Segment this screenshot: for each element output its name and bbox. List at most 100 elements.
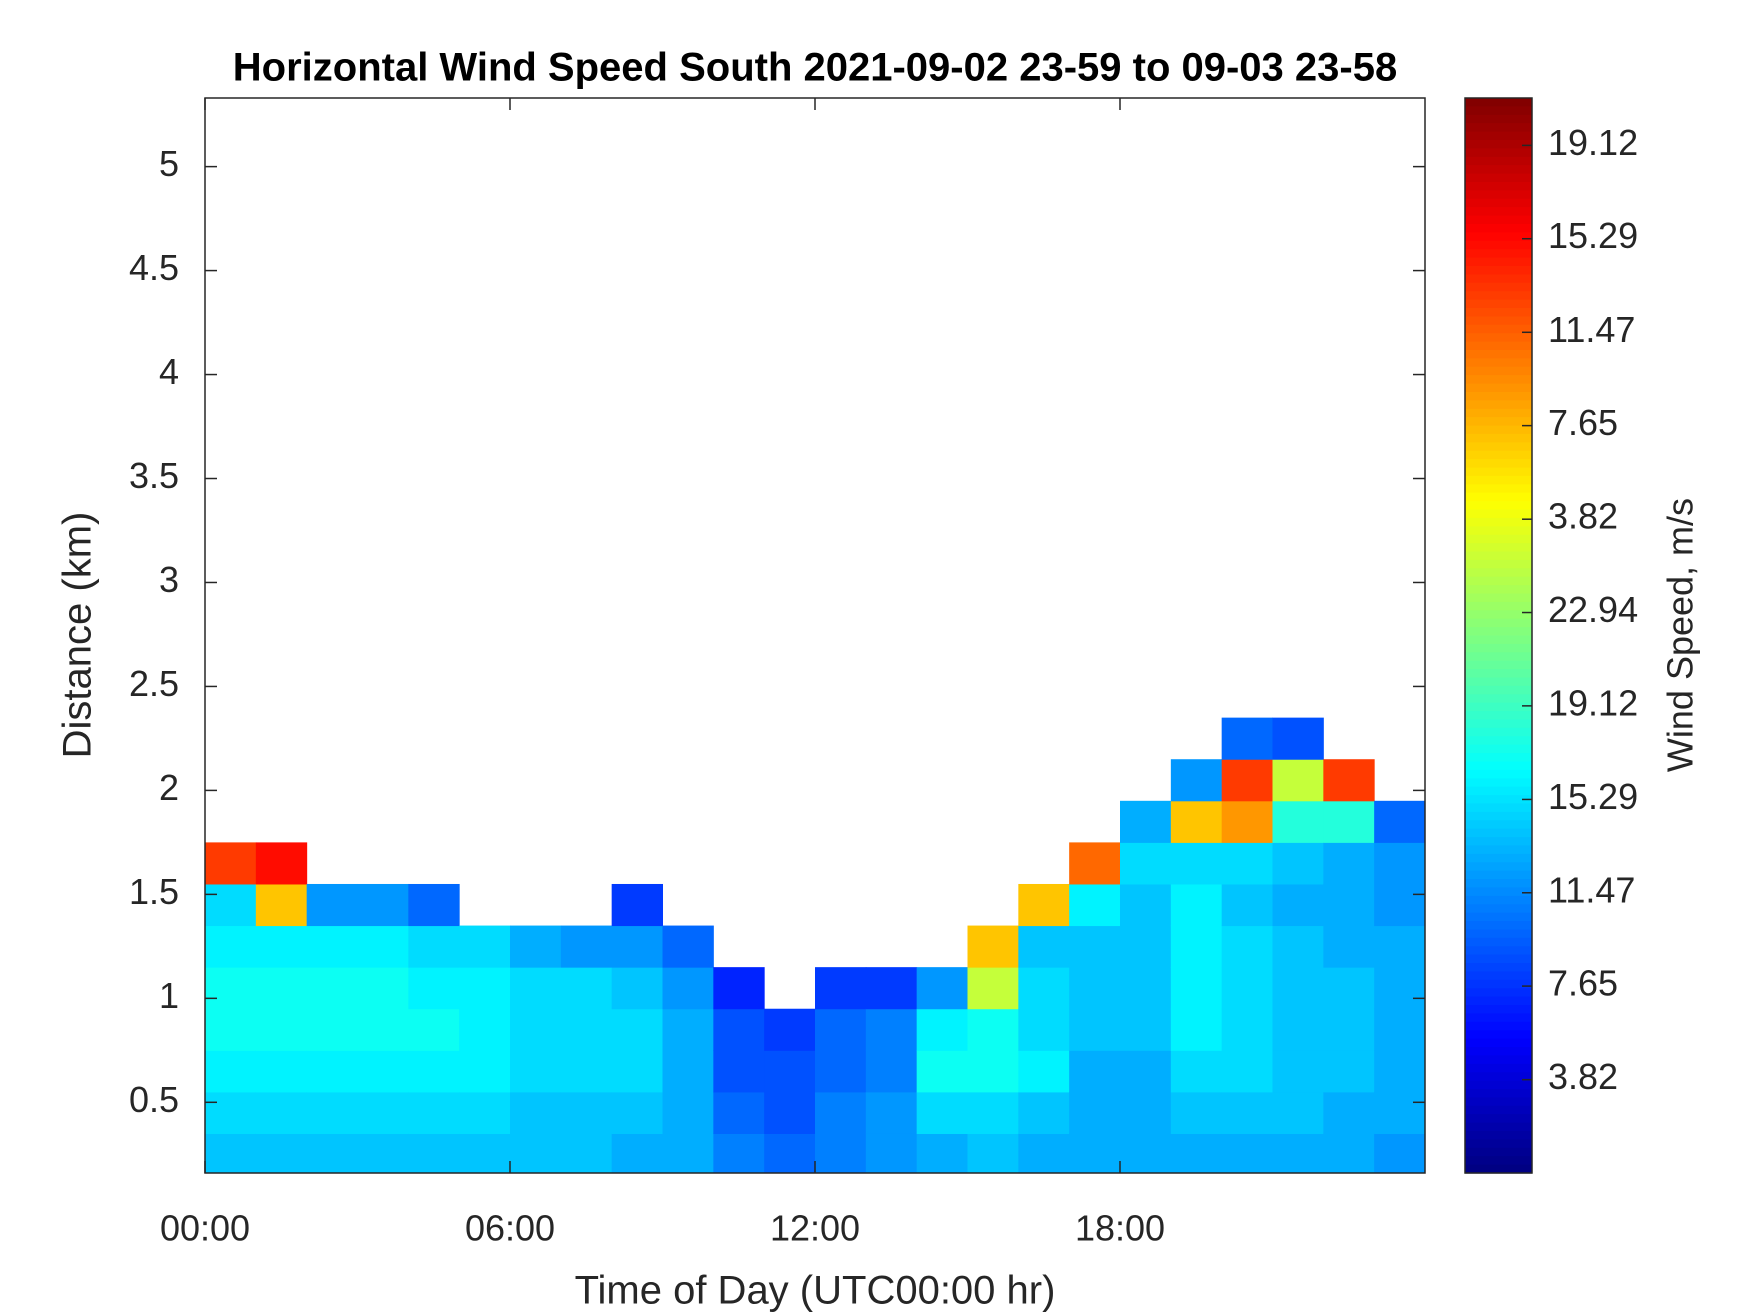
colorbar-swatch xyxy=(1465,123,1532,133)
heatmap-cell xyxy=(205,1133,257,1173)
y-tick-label: 1 xyxy=(159,975,179,1016)
colorbar-swatch xyxy=(1465,610,1532,620)
colorbar-swatch xyxy=(1465,786,1532,796)
heatmap-cell xyxy=(1374,883,1425,927)
colorbar-swatch xyxy=(1465,400,1532,410)
heatmap-cell xyxy=(510,1133,562,1173)
heatmap-cell xyxy=(764,1008,816,1051)
y-tick-label: 2 xyxy=(159,767,179,808)
colorbar-swatch xyxy=(1465,585,1532,595)
colorbar-swatch xyxy=(1465,349,1532,359)
colorbar-swatch xyxy=(1465,1105,1532,1115)
colorbar-swatch xyxy=(1465,383,1532,393)
heatmap-cell xyxy=(357,1050,409,1093)
colorbar-swatch xyxy=(1465,467,1532,477)
heatmap-cell xyxy=(510,1050,562,1093)
heatmap-cell xyxy=(967,1008,1019,1051)
colorbar-tick-label: 11.47 xyxy=(1548,869,1635,910)
heatmap-cell xyxy=(408,925,460,968)
heatmap-cell xyxy=(306,1050,358,1093)
colorbar-swatch xyxy=(1465,795,1532,805)
heatmap-cell xyxy=(713,1050,765,1093)
colorbar-swatch xyxy=(1465,223,1532,233)
heatmap-cell xyxy=(764,1133,816,1173)
heatmap-cell xyxy=(1069,842,1121,885)
heatmap-cell xyxy=(1120,925,1172,968)
heatmap-cell xyxy=(459,1050,511,1093)
heatmap-cell xyxy=(1374,925,1425,968)
y-tick-label: 2.5 xyxy=(129,663,179,704)
colorbar-swatch xyxy=(1465,702,1532,712)
heatmap-cell xyxy=(916,1133,968,1173)
heatmap-cell xyxy=(1272,1050,1324,1093)
colorbar-swatch xyxy=(1465,1097,1532,1107)
x-tick-label: 12:00 xyxy=(770,1208,860,1249)
colorbar-swatch xyxy=(1465,450,1532,460)
colorbar-swatch xyxy=(1465,333,1532,343)
colorbar-swatch xyxy=(1465,1072,1532,1082)
heatmap-cell xyxy=(713,1133,765,1173)
heatmap-cell xyxy=(1069,1091,1121,1134)
heatmap-cell xyxy=(1170,800,1223,843)
chart-title: Horizontal Wind Speed South 2021-09-02 2… xyxy=(233,46,1397,90)
heatmap-cell xyxy=(713,1008,765,1051)
heatmap-cell xyxy=(1323,842,1375,885)
colorbar-tick-label: 15.29 xyxy=(1548,215,1638,256)
heatmap-cell xyxy=(205,842,257,885)
heatmap-cell xyxy=(1272,1008,1324,1051)
colorbar-swatch xyxy=(1465,307,1532,317)
colorbar-swatch xyxy=(1465,685,1532,695)
y-axis-label: Distance (km) xyxy=(56,512,100,759)
colorbar-swatch xyxy=(1465,576,1532,586)
heatmap-cell xyxy=(764,1050,816,1093)
heatmap-cell xyxy=(459,1133,511,1173)
heatmap-cell xyxy=(205,967,257,1010)
heatmap-cell xyxy=(357,925,409,968)
colorbar-swatch xyxy=(1465,442,1532,452)
colorbar-swatch xyxy=(1465,887,1532,897)
heatmap-cell xyxy=(1272,800,1324,843)
colorbar-swatch xyxy=(1465,1089,1532,1099)
heatmap-cell xyxy=(815,1050,867,1093)
heatmap-cell xyxy=(967,1050,1019,1093)
heatmap-cell xyxy=(1120,1133,1172,1173)
heatmap-cell xyxy=(1170,1008,1223,1051)
colorbar-swatch xyxy=(1465,484,1532,494)
colorbar-swatch xyxy=(1465,1122,1532,1132)
heatmap-cell xyxy=(510,1091,562,1134)
heatmap-cell xyxy=(611,1133,663,1173)
colorbar-swatch xyxy=(1465,921,1532,931)
heatmap-cell xyxy=(967,1091,1019,1134)
colorbar-swatch xyxy=(1465,1147,1532,1157)
heatmap-cell xyxy=(967,925,1019,968)
heatmap-cell xyxy=(1221,759,1273,802)
colorbar-swatch xyxy=(1465,1005,1532,1015)
heatmap-cell xyxy=(408,1091,460,1134)
heatmap-cell xyxy=(255,967,308,1010)
colorbar-swatch xyxy=(1465,526,1532,536)
heatmap-cell xyxy=(815,967,867,1010)
colorbar-swatch xyxy=(1465,1080,1532,1090)
colorbar-swatch xyxy=(1465,215,1532,225)
heatmap-cell xyxy=(408,1008,460,1051)
colorbar-swatch xyxy=(1465,652,1532,662)
heatmap-cell xyxy=(1170,1091,1223,1134)
colorbar-swatch xyxy=(1465,677,1532,687)
colorbar-swatch xyxy=(1465,1047,1532,1057)
heatmap-cell xyxy=(1323,759,1375,802)
heatmap-cell xyxy=(662,1008,714,1051)
colorbar-swatch xyxy=(1465,643,1532,653)
y-tick-label: 1.5 xyxy=(129,871,179,912)
colorbar-swatch xyxy=(1465,593,1532,603)
heatmap-cell xyxy=(916,967,968,1010)
heatmap-cell xyxy=(1272,717,1324,760)
colorbar-swatch xyxy=(1465,366,1532,376)
x-tick-label: 00:00 xyxy=(160,1208,250,1249)
heatmap-cell xyxy=(967,967,1019,1010)
heatmap-cell xyxy=(1374,842,1425,885)
heatmap-cell xyxy=(1221,925,1273,968)
heatmap-cell xyxy=(205,1050,257,1093)
y-tick-label: 3.5 xyxy=(129,455,179,496)
heatmap-cell xyxy=(1018,1008,1070,1051)
colorbar-swatch xyxy=(1465,971,1532,981)
